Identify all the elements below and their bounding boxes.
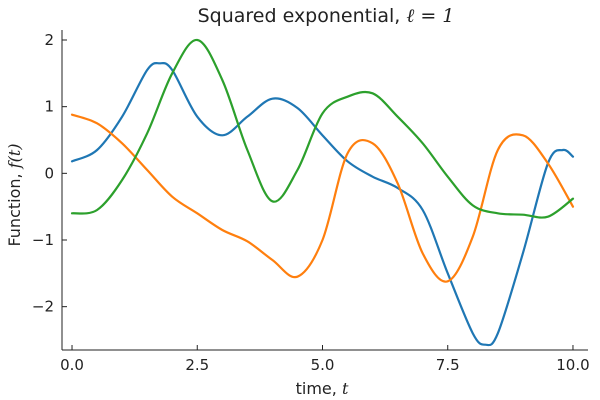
- y-tick-label: 0: [44, 164, 54, 182]
- y-tick-label: −2: [32, 298, 54, 316]
- y-tick-label: 2: [44, 31, 54, 49]
- y-tick-label: 1: [44, 98, 54, 116]
- y-tick-label: −1: [32, 231, 54, 249]
- x-axis-label-math: t: [342, 379, 349, 398]
- series-line-3: [70, 38, 575, 219]
- chart-title: Squared exponential, ℓ = 1: [198, 5, 455, 27]
- x-axis-label-text: time,: [296, 379, 342, 398]
- ticks-layer: 0.0 2.5 5.0 7.5 10.0 −2 −1 0 1 2: [32, 31, 590, 374]
- series-line-1: [70, 61, 575, 347]
- x-tick-label: 2.5: [185, 356, 209, 374]
- chart-title-text: Squared exponential,: [198, 5, 407, 27]
- chart-title-math: ℓ = 1: [406, 5, 454, 27]
- x-tick-label: 5.0: [311, 356, 335, 374]
- x-tick-label: 0.0: [60, 356, 84, 374]
- x-tick-label: 10.0: [556, 356, 589, 374]
- y-axis-label-text: Function,: [5, 168, 24, 246]
- series-layer: [70, 38, 575, 347]
- series-line-2: [70, 113, 575, 283]
- x-axis-label: time, t: [296, 379, 349, 398]
- y-axis-label-math: f(t): [5, 143, 24, 169]
- x-tick-label: 7.5: [436, 356, 460, 374]
- axes: [61, 30, 588, 351]
- y-axis-label: Function, f(t): [5, 143, 24, 246]
